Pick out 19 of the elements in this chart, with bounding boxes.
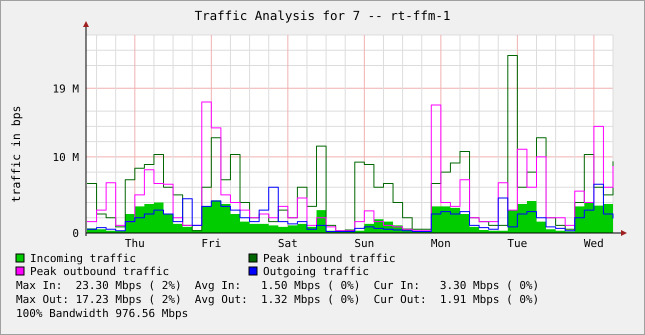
y-tick-label: 10 M xyxy=(52,150,80,164)
chart-title: Traffic Analysis for 7 -- rt-ffm-1 xyxy=(194,8,450,23)
x-tick-label: Wed xyxy=(584,237,604,250)
x-tick-label: Mon xyxy=(430,237,451,250)
x-tick-label: Thu xyxy=(124,237,145,250)
x-tick-label: Fri xyxy=(201,237,222,250)
text: 100% Bandwidth 976.56 Mbps xyxy=(16,307,188,320)
legend-label: Peak inbound traffic xyxy=(263,252,396,265)
legend-label: Outgoing traffic xyxy=(263,265,369,278)
text: Max Out: 17.23 Mbps ( 2%) Avg Out: 1.32 Mbps ( 0%) Cur Out: 1.91 Mbps ( 0%) xyxy=(16,293,540,306)
y-axis-title: traffic in bps xyxy=(9,106,23,202)
legend-label: Peak outbound traffic xyxy=(30,265,170,278)
x-tick-label: Tue xyxy=(507,237,528,250)
x-tick-label: Sun xyxy=(354,237,374,250)
y-tick-label: 0 xyxy=(72,227,79,240)
x-tick-label: Sat xyxy=(278,237,298,250)
legend-label: Incoming traffic xyxy=(30,252,136,265)
y-tick-label: 19 M xyxy=(52,82,80,96)
text: Max In: 23.30 Mbps ( 2%) Avg In: 1.50 Mbps ( 0%) Cur In: 3.30 Mbps ( 0%) xyxy=(16,279,540,292)
